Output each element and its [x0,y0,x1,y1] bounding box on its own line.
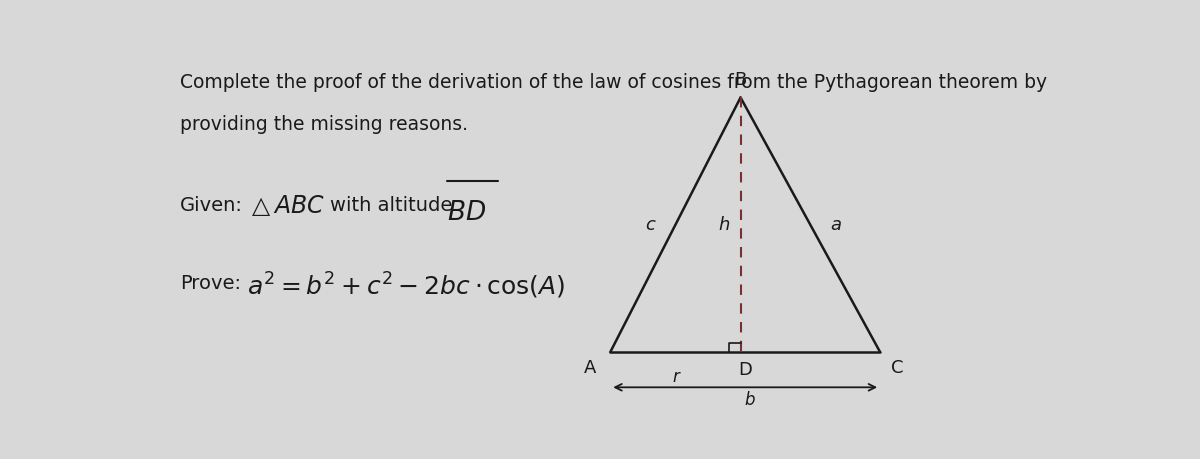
Text: b: b [744,391,755,409]
Text: B: B [734,71,746,89]
Text: c: c [646,216,655,234]
Text: r: r [672,368,679,386]
Text: h: h [718,216,730,234]
Text: a: a [830,216,841,234]
Text: D: D [738,361,752,379]
Text: $a^2 = b^2 + c^2 - 2bc \cdot \cos(A)$: $a^2 = b^2 + c^2 - 2bc \cdot \cos(A)$ [247,271,565,301]
Text: Given:: Given: [180,196,242,215]
Text: with altitude: with altitude [330,196,452,215]
Text: providing the missing reasons.: providing the missing reasons. [180,115,468,134]
Text: C: C [892,359,904,377]
Text: Prove:: Prove: [180,274,241,293]
Text: $\triangle$$ABC$: $\triangle$$ABC$ [247,193,325,218]
Text: Complete the proof of the derivation of the law of cosines from the Pythagorean : Complete the proof of the derivation of … [180,73,1046,92]
Text: A: A [584,359,596,377]
Text: $BD$: $BD$ [446,200,486,226]
